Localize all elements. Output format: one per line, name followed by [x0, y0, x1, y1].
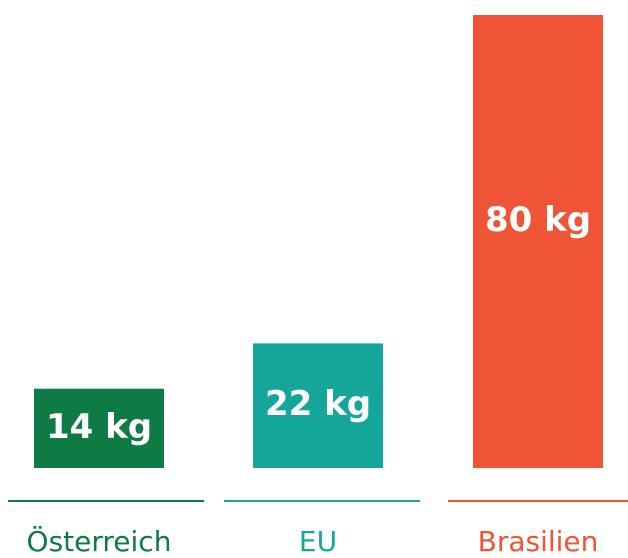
bar [253, 343, 383, 468]
category-label: Österreich [27, 524, 172, 558]
bar [473, 15, 603, 468]
category-label: EU [299, 525, 337, 558]
value-label: 80 kg [485, 200, 591, 240]
category-label: Brasilien [478, 525, 599, 558]
value-label: 14 kg [46, 407, 152, 447]
value-label: 22 kg [265, 384, 371, 424]
bar [34, 388, 164, 468]
